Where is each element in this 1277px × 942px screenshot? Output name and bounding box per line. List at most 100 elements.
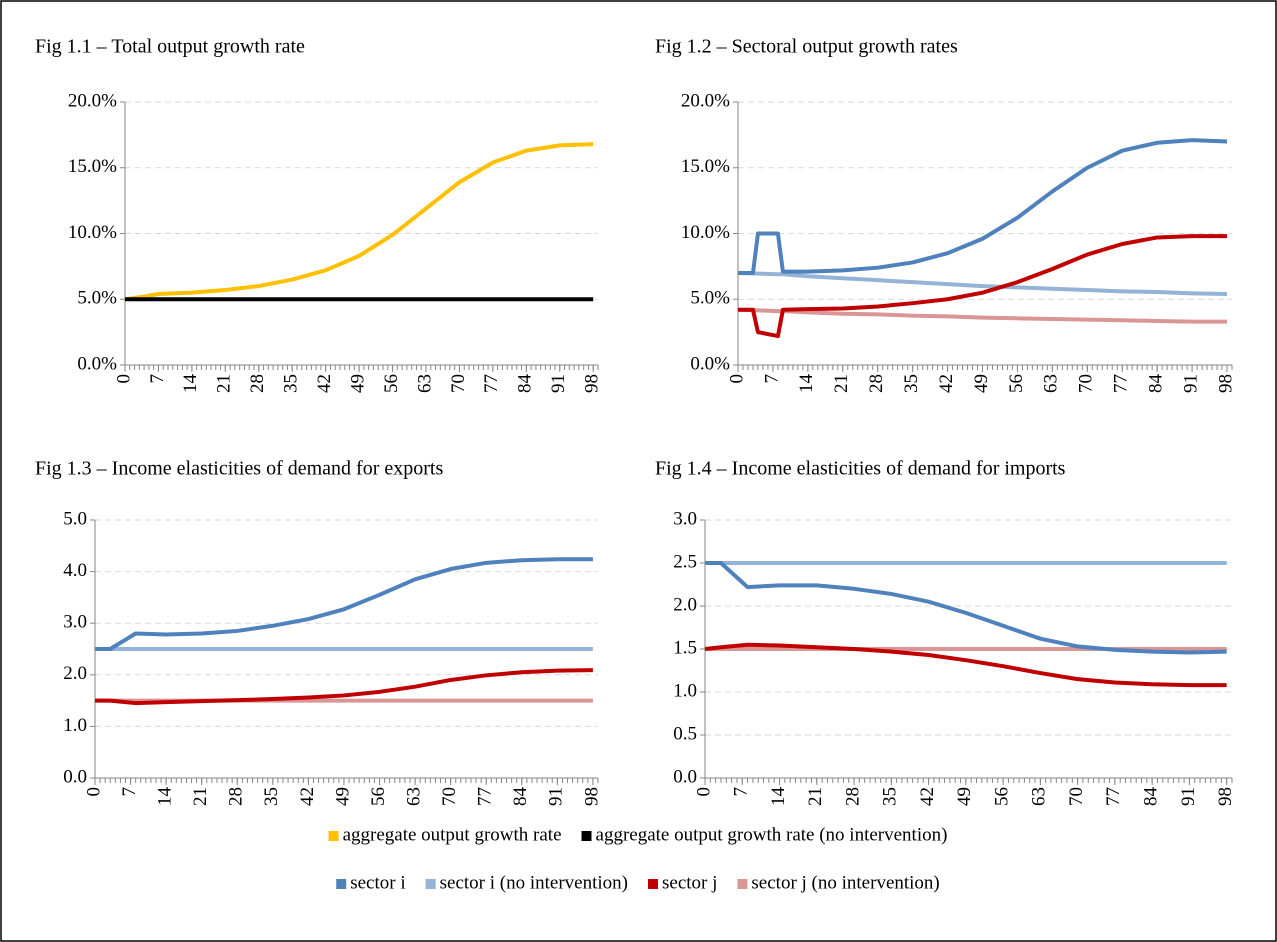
series-line — [95, 668, 593, 706]
x-tick-label: 98 — [581, 787, 602, 806]
legend-label: sector i (no intervention) — [440, 872, 628, 893]
x-tick-label: 0 — [113, 374, 134, 384]
x-tick-label: 14 — [796, 374, 817, 394]
x-tick-label: 0 — [726, 374, 747, 384]
x-tick-label: 70 — [1076, 374, 1097, 393]
x-tick-label: 35 — [281, 374, 302, 393]
legend-label: sector j — [662, 872, 717, 893]
x-tick-label: 70 — [1066, 787, 1087, 806]
chart-title: Fig 1.4 – Income elasticities of demand … — [655, 458, 1066, 480]
x-tick-label: 14 — [154, 787, 175, 807]
x-tick-label: 84 — [510, 787, 531, 807]
y-tick-label: 1.5 — [673, 637, 697, 658]
x-tick-label: 28 — [866, 374, 887, 393]
x-tick-label: 91 — [548, 374, 569, 393]
x-tick-label: 84 — [515, 374, 536, 394]
y-tick-label: 5.0% — [690, 288, 730, 309]
x-tick-label: 63 — [403, 787, 424, 806]
x-tick-label: 56 — [1006, 374, 1027, 393]
x-tick-label: 42 — [936, 374, 957, 393]
x-tick-label: 84 — [1141, 787, 1162, 807]
series-line — [705, 561, 1227, 655]
x-tick-label: 77 — [481, 374, 502, 393]
series-line — [738, 138, 1228, 275]
x-tick-label: 56 — [381, 374, 402, 393]
y-tick-label: 1.0 — [63, 715, 87, 736]
y-tick-label: 2.5 — [673, 551, 697, 572]
x-tick-label: 56 — [991, 787, 1012, 806]
x-tick-label: 77 — [1103, 787, 1124, 806]
x-tick-label: 42 — [917, 787, 938, 806]
y-tick-label: 1.0 — [673, 680, 697, 701]
x-tick-label: 98 — [1215, 374, 1236, 393]
x-tick-label: 14 — [768, 787, 789, 807]
x-tick-label: 28 — [226, 787, 247, 806]
x-tick-label: 7 — [147, 374, 168, 384]
x-tick-label: 42 — [314, 374, 335, 393]
x-tick-label: 91 — [1180, 374, 1201, 393]
y-tick-label: 3.0 — [673, 508, 697, 529]
chart-title: Fig 1.3 – Income elasticities of demand … — [35, 458, 443, 480]
x-tick-label: 21 — [805, 787, 826, 806]
x-tick-label: 49 — [347, 374, 368, 393]
y-tick-label: 0.5 — [673, 723, 697, 744]
x-tick-label: 21 — [831, 374, 852, 393]
series-line — [124, 142, 594, 302]
series-line — [738, 234, 1228, 339]
x-tick-label: 21 — [190, 787, 211, 806]
legend-swatch — [581, 831, 592, 841]
x-tick-label: 70 — [448, 374, 469, 393]
y-tick-label: 4.0 — [63, 560, 87, 581]
x-tick-label: 77 — [475, 787, 496, 806]
x-tick-label: 35 — [880, 787, 901, 806]
x-tick-label: 98 — [582, 374, 603, 393]
series-line — [737, 307, 1228, 324]
legend-swatch — [336, 879, 347, 889]
legend-swatch — [425, 879, 436, 889]
x-tick-label: 56 — [368, 787, 389, 806]
x-tick-label: 63 — [414, 374, 435, 393]
x-tick-label: 28 — [247, 374, 268, 393]
x-tick-label: 7 — [761, 374, 782, 384]
y-tick-label: 20.0% — [681, 90, 730, 111]
x-tick-label: 70 — [439, 787, 460, 806]
legend-label: sector i — [350, 872, 405, 893]
y-tick-label: 0.0 — [63, 766, 87, 787]
y-tick-label: 0.0% — [77, 353, 117, 374]
x-tick-label: 35 — [261, 787, 282, 806]
legend-swatch — [328, 831, 339, 841]
x-tick-label: 77 — [1111, 374, 1132, 393]
series-line — [704, 642, 1227, 688]
x-tick-label: 63 — [1041, 374, 1062, 393]
y-tick-label: 2.0 — [63, 663, 87, 684]
legend-label: aggregate output growth rate — [343, 824, 562, 845]
legend-label: aggregate output growth rate (no interve… — [596, 824, 948, 845]
x-tick-label: 98 — [1215, 787, 1236, 806]
y-tick-label: 0.0% — [690, 353, 730, 374]
x-tick-label: 84 — [1146, 374, 1167, 394]
y-tick-label: 5.0 — [63, 508, 87, 529]
y-tick-label: 15.0% — [681, 156, 730, 177]
chart-title: Fig 1.1 – Total output growth rate — [35, 36, 305, 58]
x-tick-label: 49 — [954, 787, 975, 806]
y-tick-label: 2.0 — [673, 594, 697, 615]
y-tick-label: 20.0% — [68, 90, 117, 111]
x-tick-label: 0 — [83, 787, 104, 797]
chart-title: Fig 1.2 – Sectoral output growth rates — [655, 36, 958, 58]
x-tick-label: 49 — [971, 374, 992, 393]
y-tick-label: 0.0 — [673, 766, 697, 787]
y-tick-label: 10.0% — [681, 222, 730, 243]
x-tick-label: 7 — [119, 787, 140, 797]
x-tick-label: 0 — [693, 787, 714, 797]
series-line — [737, 270, 1228, 296]
x-tick-label: 91 — [546, 787, 567, 806]
x-tick-label: 28 — [842, 787, 863, 806]
series-line — [95, 557, 593, 651]
x-tick-label: 42 — [297, 787, 318, 806]
legend-swatch — [648, 879, 658, 889]
x-tick-label: 7 — [731, 787, 752, 797]
x-tick-label: 35 — [901, 374, 922, 393]
x-tick-label: 49 — [332, 787, 353, 806]
